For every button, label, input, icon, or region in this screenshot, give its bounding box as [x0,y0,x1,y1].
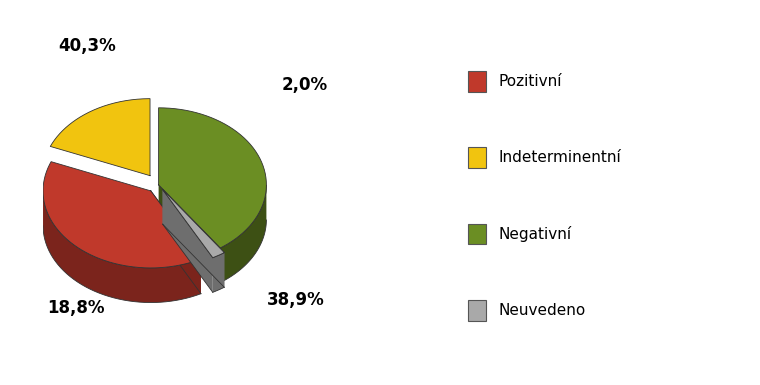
Text: Indeterminentní: Indeterminentní [499,151,622,165]
Polygon shape [43,162,201,268]
Polygon shape [159,185,220,283]
Bar [468,224,486,244]
Text: 40,3%: 40,3% [59,37,116,55]
Text: 18,8%: 18,8% [47,299,104,317]
Polygon shape [50,99,150,176]
Text: 2,0%: 2,0% [282,76,328,94]
Polygon shape [213,253,224,292]
Bar [468,71,486,92]
Text: Neuvedeno: Neuvedeno [499,303,586,318]
Polygon shape [43,191,201,303]
Bar [468,147,486,168]
Text: 38,9%: 38,9% [267,291,325,309]
Text: Negativní: Negativní [499,226,572,242]
Polygon shape [163,189,224,287]
Polygon shape [220,185,267,283]
Bar [468,300,486,321]
Polygon shape [163,189,224,258]
Polygon shape [150,191,201,294]
Polygon shape [159,108,267,248]
Polygon shape [163,189,213,292]
Text: Pozitivní: Pozitivní [499,74,562,89]
